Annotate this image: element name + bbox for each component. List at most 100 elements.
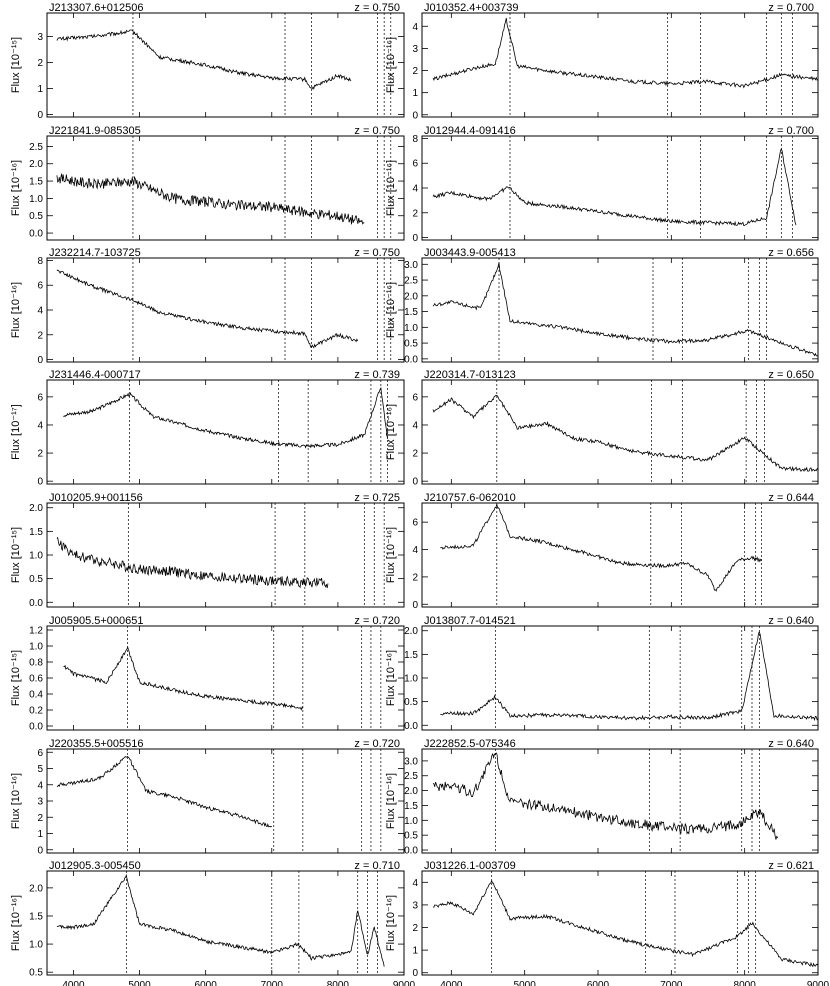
plot-frame — [46, 379, 405, 485]
redshift-label: z = 0.739 — [354, 369, 400, 381]
redshift-label: z = 0.644 — [768, 492, 814, 504]
spectrum-line — [56, 873, 385, 967]
y-tick-label: 4 — [37, 306, 43, 317]
spectrum-line — [432, 262, 819, 357]
spectrum-line — [56, 536, 329, 589]
y-axis-label: Flux [10⁻¹⁶] — [10, 160, 22, 216]
y-tick-label: 4 — [412, 878, 418, 889]
y-tick-label: 2 — [37, 813, 43, 824]
y-tick-label: 0.5 — [29, 574, 43, 585]
y-tick-label: 1 — [412, 946, 418, 957]
y-tick-label: 2.0 — [404, 786, 418, 797]
y-tick-label: 1.5 — [29, 911, 43, 922]
y-tick-label: 1.5 — [29, 177, 43, 188]
y-tick-label: 0 — [412, 110, 418, 121]
y-tick-label: 4 — [412, 545, 418, 556]
y-tick-label: 6 — [412, 518, 418, 529]
plot-frame — [421, 870, 819, 976]
y-tick-label: 2.5 — [29, 142, 43, 153]
y-axis-label: Flux [10⁻¹⁶] — [385, 527, 397, 583]
spectrum-line — [432, 17, 819, 89]
y-tick-label: 1 — [412, 88, 418, 99]
y-axis-label: Flux [10⁻¹⁶] — [10, 773, 22, 829]
spectrum-line — [63, 386, 388, 449]
spectrum-line — [432, 147, 797, 227]
y-tick-label: 1.5 — [29, 527, 43, 538]
y-tick-label: 2.0 — [404, 626, 418, 637]
spectrum-panel: 0.0 0.5 1.0 1.5 2.0 J013807.7-014521 z = 0.640… — [385, 615, 819, 732]
spectrum-panel: 0.0 0.2 0.4 0.6 0.8 1.0 1.2 J005905.5+000651 z =… — [10, 615, 405, 733]
y-tick-label: 0.6 — [29, 674, 43, 685]
y-tick-label: 1.0 — [29, 940, 43, 951]
plot-frame — [46, 502, 405, 608]
plot-frame — [46, 257, 405, 363]
redshift-label: z = 0.725 — [354, 492, 400, 504]
redshift-label: z = 0.750 — [354, 125, 400, 137]
redshift-label: z = 0.640 — [768, 615, 814, 627]
spectrum-panel: 0 1 2 3 4 J031226.1-003709 z = 0.621 Flux [10⁻¹… — [385, 860, 830, 986]
y-tick-label: 0.0 — [404, 354, 418, 365]
y-tick-label: 3.0 — [404, 756, 418, 767]
y-axis-label: Flux [10⁻¹⁶] — [385, 650, 397, 706]
spectrum-panel: 0.5 1.0 1.5 2.0 J012905.3-005450 z = 0.710 Flu… — [10, 860, 416, 986]
y-tick-label: 4 — [37, 420, 43, 431]
x-tick-label: 9000 — [807, 980, 830, 986]
object-name: J232214.7-103725 — [49, 247, 141, 259]
spectrum-line — [432, 879, 819, 968]
y-tick-label: 1.0 — [29, 642, 43, 653]
y-axis-label: Flux [10⁻¹⁵] — [10, 650, 22, 706]
y-tick-label: 6 — [37, 281, 43, 292]
plot-frame — [46, 748, 405, 854]
y-tick-label: 2.0 — [29, 503, 43, 514]
y-tick-label: 2 — [412, 66, 418, 77]
plot-frame — [421, 502, 819, 608]
plot-frame — [421, 748, 819, 854]
y-tick-label: 1.0 — [29, 194, 43, 205]
y-axis-label: Flux [10⁻¹⁶] — [385, 37, 397, 93]
y-tick-label: 0.0 — [404, 721, 418, 732]
redshift-label: z = 0.700 — [768, 125, 814, 137]
redshift-label: z = 0.710 — [354, 860, 400, 872]
object-name: J210757.6-062010 — [424, 492, 516, 504]
y-tick-label: 1.0 — [404, 323, 418, 334]
object-name: J221841.9-085305 — [49, 125, 141, 137]
y-tick-label: 0.5 — [404, 831, 418, 842]
x-tick-label: 4000 — [440, 980, 463, 986]
y-tick-label: 2 — [412, 572, 418, 583]
spectrum-line — [56, 173, 365, 225]
y-axis-label: Flux [10⁻¹⁶] — [385, 404, 397, 460]
y-tick-label: 3 — [37, 32, 43, 43]
x-tick-label: 7000 — [261, 980, 284, 986]
y-tick-label: 6 — [37, 392, 43, 403]
y-tick-label: 2 — [412, 449, 418, 460]
y-tick-label: 4 — [412, 22, 418, 33]
redshift-label: z = 0.621 — [768, 860, 814, 872]
y-axis-label: Flux [10⁻¹⁵] — [10, 37, 22, 93]
y-axis-label: Flux [10⁻¹⁷] — [10, 404, 22, 460]
y-tick-label: 0 — [37, 477, 43, 488]
redshift-label: z = 0.720 — [354, 615, 400, 627]
y-tick-label: 0.0 — [29, 722, 43, 733]
y-tick-label: 8 — [412, 134, 418, 145]
plot-frame — [421, 625, 819, 731]
spectrum-panel: 0.0 0.5 1.0 1.5 2.0 2.5 3.0 J222852.5-075346 z =… — [385, 738, 819, 857]
y-tick-label: 2.0 — [29, 883, 43, 894]
y-axis-label: Flux [10⁻¹⁶] — [385, 895, 397, 951]
y-tick-label: 0.0 — [404, 846, 418, 857]
redshift-label: z = 0.750 — [354, 247, 400, 259]
plot-frame — [46, 625, 405, 731]
redshift-label: z = 0.700 — [768, 2, 814, 14]
y-tick-label: 0.5 — [404, 697, 418, 708]
y-tick-label: 0 — [37, 355, 43, 366]
spectrum-panel: 0.0 0.5 1.0 1.5 2.0 J010205.9+001156 z = 0.725… — [10, 492, 405, 609]
spectrum-panel: 0 1 2 3 4 5 6 J220355.5+005516 z = 0.720 Flux [10… — [10, 738, 405, 856]
y-tick-label: 5 — [37, 764, 43, 775]
plot-frame — [421, 257, 819, 363]
spectrum-line — [432, 752, 779, 840]
spectrum-line — [440, 502, 762, 592]
object-name: J012944.4-091416 — [424, 125, 516, 137]
y-tick-label: 0.5 — [29, 211, 43, 222]
y-tick-label: 3 — [412, 44, 418, 55]
spectrum-line — [56, 269, 359, 349]
y-tick-label: 2 — [412, 208, 418, 219]
